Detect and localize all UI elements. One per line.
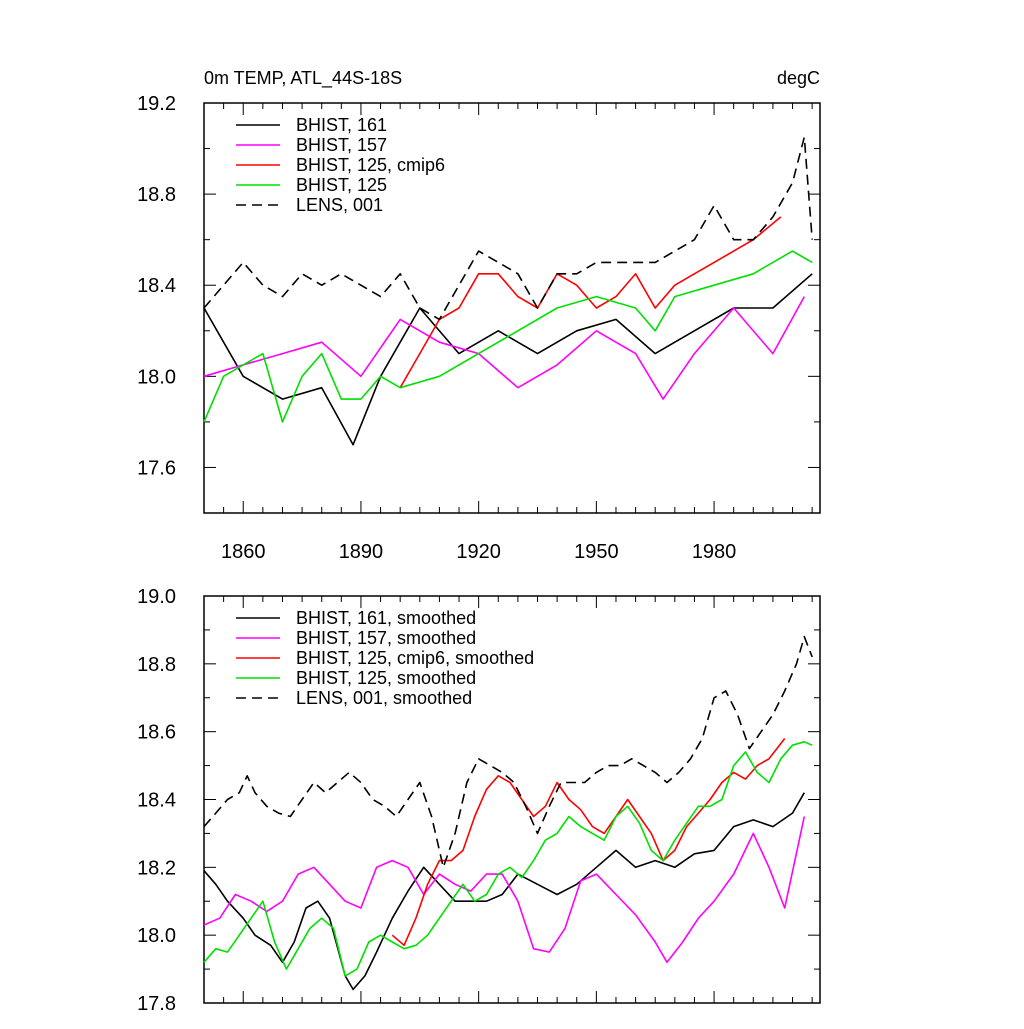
y-tick-label: 17.6 bbox=[137, 457, 176, 479]
y-tick-label: 18.6 bbox=[137, 722, 176, 744]
series-line bbox=[399, 216, 782, 389]
x-tick-label: 1890 bbox=[339, 541, 384, 563]
legend-entry: BHIST, 125, cmip6, smoothed bbox=[296, 648, 534, 668]
y-tick-label: 19.0 bbox=[137, 586, 176, 608]
series-line bbox=[203, 741, 813, 977]
y-tick-label: 18.8 bbox=[137, 184, 176, 206]
y-tick-label: 18.0 bbox=[137, 366, 176, 388]
bottom-panel: 17.8 18.0 18.2 18.4 18.6 18.8 19.0 BHIST, 161, … bbox=[137, 586, 821, 1015]
y-tick-label: 18.0 bbox=[137, 925, 176, 947]
y-tick-label: 18.4 bbox=[137, 275, 176, 297]
series-line bbox=[203, 816, 806, 964]
x-tick-label: 1860 bbox=[221, 541, 266, 563]
series-line bbox=[203, 635, 813, 869]
x-tick-label: 1920 bbox=[456, 541, 501, 563]
panel-title: 0m TEMP, ATL_44S-18S bbox=[204, 68, 402, 89]
legend-entry: BHIST, 161, smoothed bbox=[296, 608, 476, 628]
y-tick-label: 18.2 bbox=[137, 857, 176, 879]
legend-entry: BHIST, 125, cmip6 bbox=[296, 155, 445, 175]
series-line bbox=[203, 136, 813, 321]
y-tick-label: 18.8 bbox=[137, 654, 176, 676]
bottom-plot-area: 17.8 18.0 18.2 18.4 18.6 18.8 19.0 BHIST, 161, … bbox=[137, 586, 821, 1015]
legend-entry: BHIST, 125, smoothed bbox=[296, 668, 476, 688]
x-tick-label: 1980 bbox=[692, 541, 737, 563]
y-tick-label: 17.8 bbox=[137, 993, 176, 1015]
legend-entry: BHIST, 125 bbox=[296, 175, 387, 195]
series-line bbox=[203, 273, 813, 446]
top-panel: 0m TEMP, ATL_44S-18S degC 1860 1890 1920 19… bbox=[137, 68, 821, 563]
legend-entry: LENS, 001 bbox=[296, 195, 383, 215]
x-tick-label: 1950 bbox=[574, 541, 619, 563]
y-tick-label: 18.4 bbox=[137, 790, 176, 812]
series-line bbox=[391, 738, 786, 947]
y-tick-label: 19.2 bbox=[137, 93, 176, 115]
legend-entry: BHIST, 157, smoothed bbox=[296, 628, 476, 648]
series-line bbox=[203, 250, 813, 423]
legend-entry: LENS, 001, smoothed bbox=[296, 688, 472, 708]
legend-entry: BHIST, 161 bbox=[296, 115, 387, 135]
top-plot-area: 1860 1890 1920 1950 1980 17.6 18.0 18.4 18.8 19.2… bbox=[137, 93, 821, 563]
series-line bbox=[203, 296, 806, 400]
units-label: degC bbox=[777, 68, 820, 88]
legend-entry: BHIST, 157 bbox=[296, 135, 387, 155]
series-line bbox=[203, 792, 805, 991]
